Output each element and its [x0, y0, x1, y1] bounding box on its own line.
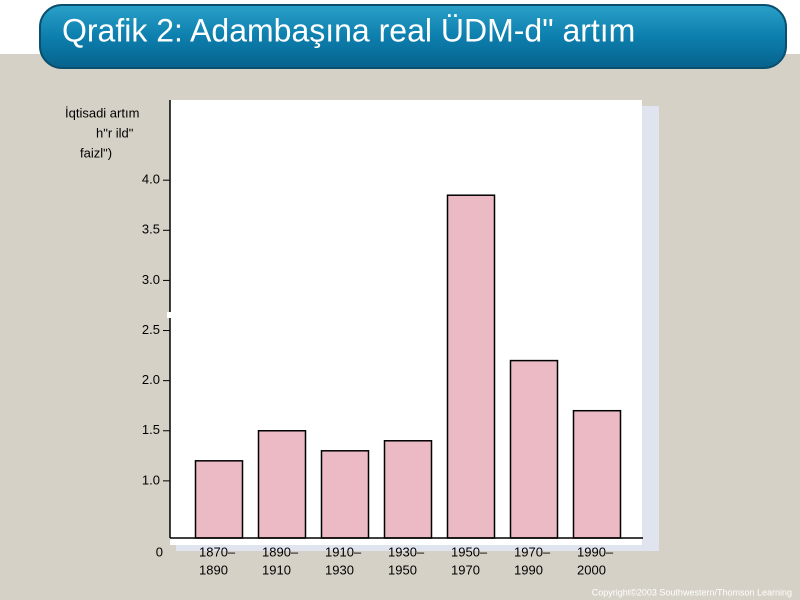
x-tick-label: 1990 [514, 562, 543, 577]
x-tick-label: 1950– [451, 544, 488, 559]
title-banner [39, 4, 787, 69]
x-tick-label: 1950 [388, 562, 417, 577]
x-tick-label: 2000 [577, 562, 606, 577]
y-tick-label: 3.5 [142, 222, 160, 237]
bar [320, 450, 370, 539]
x-tick-label: 1990– [577, 544, 614, 559]
x-tick-label: 1890– [262, 544, 299, 559]
x-tick-label: 1870– [199, 544, 236, 559]
plot: 1.0 1.5 2.0 2.5 3.0 3.5 4.0 0 1870– 1890 1890– 1910… [142, 100, 643, 577]
x-tick-label: 1970 [451, 562, 480, 577]
bar [194, 460, 244, 539]
y-label: İqtisadi artım [65, 105, 139, 120]
bar [572, 409, 622, 539]
axis-break [167, 312, 173, 318]
x-tick-label: 1910 [262, 562, 291, 577]
bar [509, 359, 559, 539]
copyright: Copyright©2003 Southwestern/Thomson Lear… [592, 587, 792, 597]
y-tick-label: 1.0 [142, 472, 160, 487]
x-tick-label: 1970– [514, 544, 551, 559]
x-tick-label: 1890 [199, 562, 228, 577]
y-tick-label: 2.0 [142, 372, 160, 387]
bar [446, 194, 496, 539]
x-tick-label: 1930– [388, 544, 425, 559]
y-tick-label: 1.5 [142, 422, 160, 437]
bar [257, 430, 307, 539]
y-origin-label: 0 [156, 544, 163, 559]
y-label: faizlʺ) [80, 145, 112, 160]
y-tick-label: 4.0 [142, 172, 160, 187]
y-tick-label: 3.0 [142, 272, 160, 287]
y-label: hʺr ildʺ [96, 125, 134, 140]
bar [383, 440, 433, 539]
x-tick-label: 1910– [325, 544, 362, 559]
x-tick-label: 1930 [325, 562, 354, 577]
slide-title: Qrafik 2: Adambaşına real ÜDM-dʺ artım [62, 12, 635, 48]
y-tick-label: 2.5 [142, 322, 160, 337]
